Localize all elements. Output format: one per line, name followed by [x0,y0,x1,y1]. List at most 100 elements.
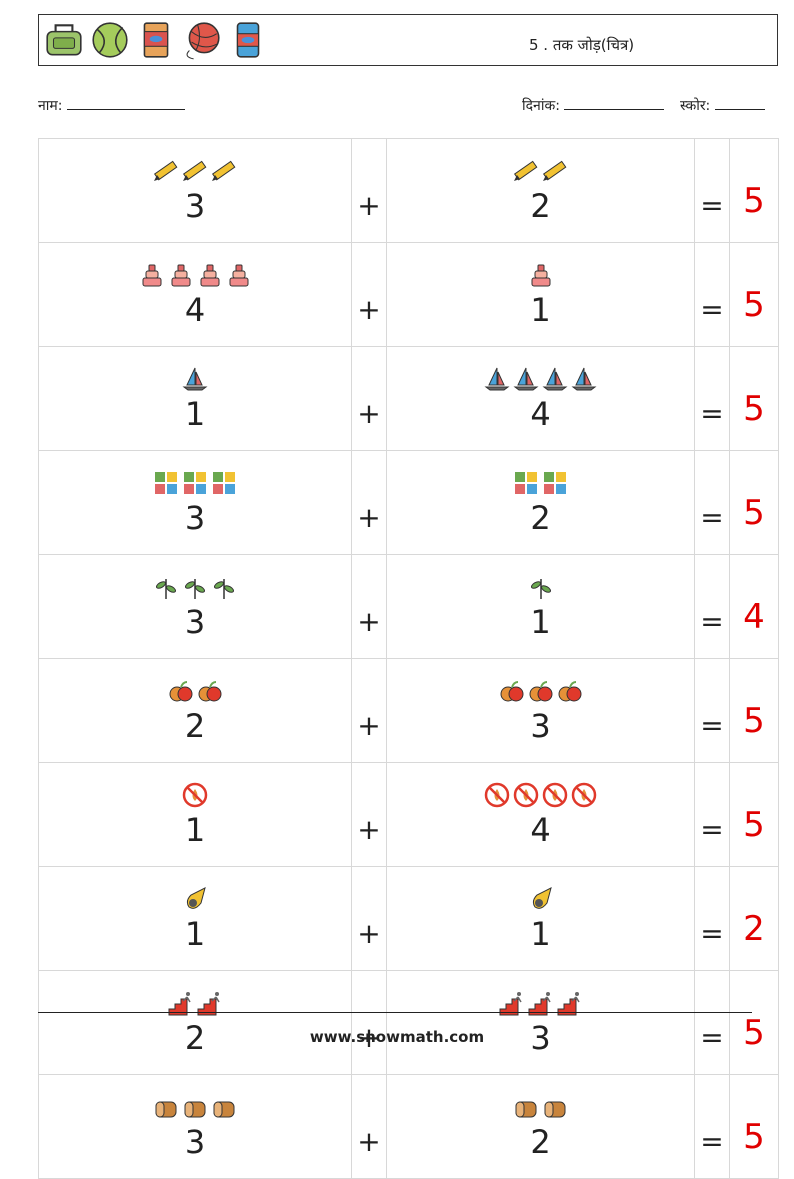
date-label: दिनांक: [522,98,560,114]
addend-b-icons [387,885,694,917]
addend-a-cell: 3 [38,554,352,659]
equals-sign: = [694,762,730,867]
bag-icon [43,19,85,65]
addend-a: 2 [184,706,206,745]
tennis-ball-icon [89,19,131,65]
addend-a-icons [39,159,351,189]
addend-a-icons [39,471,351,501]
answer[interactable]: 5 [729,1074,779,1179]
addend-b: 4 [530,394,551,433]
addend-a-cell: 3 [38,450,352,555]
addend-a-icons [39,1095,351,1125]
addend-a-icons [39,782,351,813]
addend-b: 3 [530,1018,551,1057]
pencil-icon [210,157,238,189]
equals-sign: = [694,554,730,659]
problem-row: 3 +1 = 4 [38,554,779,659]
plant-icon [527,573,555,605]
addend-b: 2 [530,1122,551,1161]
apple-icon [527,677,555,709]
addend-a-icons [39,885,351,917]
addend-b: 1 [530,602,551,641]
cake-icon [138,261,166,293]
addend-a: 3 [184,186,206,225]
addend-a-icons [39,575,351,605]
problem-row: 4 +1 = 5 [38,242,779,347]
equals-sign: = [694,1074,730,1179]
plus-sign: + [351,762,387,867]
plant-icon [210,573,238,605]
puzzle-icon [541,469,569,501]
addend-b-icons [387,471,694,501]
apple-icon [498,677,526,709]
worksheet-table: 3 +2 = 5 4 +1 = 5 1 +4 = 5 3 +2 = 5 3 +1 = 4 2 +3 = 5 1 +4 = 5 1 +1 = 2… [38,138,779,1179]
header-icons [43,19,269,65]
equals-sign: = [694,346,730,451]
stairs-runner-icon [498,989,526,1021]
fish-food-packet-icon [135,19,177,65]
cake-icon [167,261,195,293]
answer[interactable]: 5 [729,138,779,243]
answer[interactable]: 5 [729,450,779,555]
answer[interactable]: 5 [729,346,779,451]
addend-a-icons [39,263,351,293]
addend-b-icons [387,575,694,605]
plant-icon [181,573,209,605]
name-label: नाम: [38,98,63,114]
addend-a: 3 [184,498,206,537]
cake-icon [527,261,555,293]
answer[interactable]: 4 [729,554,779,659]
answer[interactable]: 5 [729,970,779,1075]
plus-sign: + [351,138,387,243]
yarn-ball-icon [181,19,223,65]
addend-a-cell: 2 [38,658,352,763]
no-fire-icon [541,781,569,813]
equals-sign: = [694,658,730,763]
problem-row: 3 +2 = 5 [38,1074,779,1179]
plus-sign: + [351,970,387,1075]
meteor-icon [181,885,209,917]
pencil-icon [541,157,569,189]
addend-b-cell: 1 [386,866,695,971]
addend-b-cell: 4 [386,762,695,867]
addend-a-cell: 1 [38,866,352,971]
addend-b-icons [387,263,694,293]
addend-a-cell: 2 [38,970,352,1075]
equals-sign: = [694,138,730,243]
addend-b: 2 [530,498,551,537]
stairs-runner-icon [527,989,555,1021]
score-blank[interactable] [714,96,765,110]
addend-a-cell: 3 [38,1074,352,1179]
footer-url: www.snowmath.com [309,1028,485,1046]
equals-sign: = [694,242,730,347]
no-fire-icon [483,781,511,813]
addend-a-icons [39,991,351,1021]
name-blank[interactable] [66,96,185,110]
footer-divider [38,1012,752,1013]
addend-b-cell: 3 [386,658,695,763]
puzzle-icon [512,469,540,501]
addend-a-icons [39,367,351,397]
puzzle-icon [152,469,180,501]
addend-b-cell: 2 [386,450,695,555]
name-field: नाम: [38,96,185,115]
score-field: स्कोर: [680,96,765,115]
plus-sign: + [351,554,387,659]
problem-row: 1 +4 = 5 [38,762,779,867]
problem-row: 3 +2 = 5 [38,138,779,243]
pencil-icon [152,157,180,189]
addend-b-icons [387,679,694,709]
date-blank[interactable] [564,96,665,110]
addend-a-cell: 1 [38,346,352,451]
bread-icon [181,1093,209,1125]
problem-row: 2 +3 = 5 [38,658,779,763]
answer[interactable]: 5 [729,242,779,347]
answer[interactable]: 5 [729,658,779,763]
addend-a-cell: 4 [38,242,352,347]
header-box: 5 . तक जोड़(चित्र) [38,14,778,66]
answer[interactable]: 5 [729,762,779,867]
cake-icon [196,261,224,293]
answer[interactable]: 2 [729,866,779,971]
addend-a: 3 [184,1122,206,1161]
meteor-icon [527,885,555,917]
